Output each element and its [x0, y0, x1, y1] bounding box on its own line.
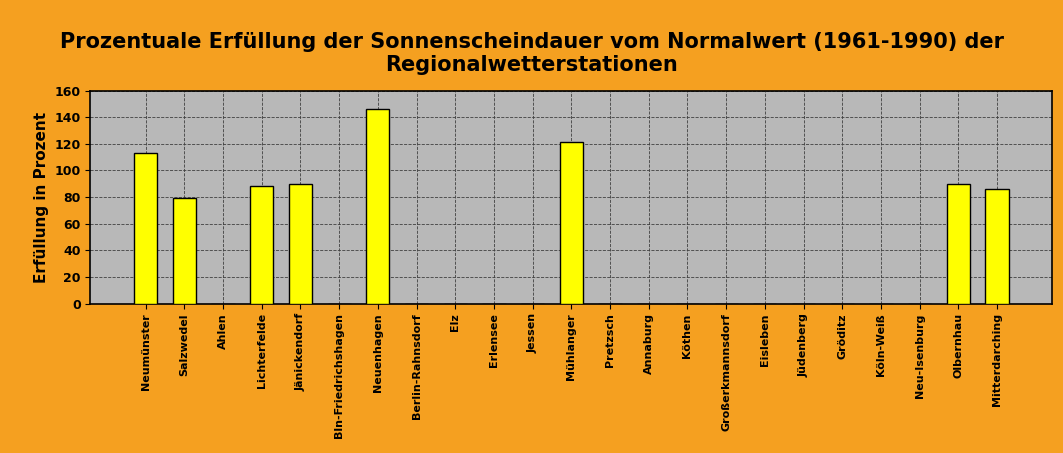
Bar [367, 109, 389, 304]
Bar [173, 198, 196, 304]
Bar [134, 153, 157, 304]
Bar [289, 184, 313, 304]
Text: Prozentuale Erfüllung der Sonnenscheindauer vom Normalwert (1961-1990) der
Regio: Prozentuale Erfüllung der Sonnenscheinda… [60, 32, 1003, 75]
Y-axis label: Erfüllung in Prozent: Erfüllung in Prozent [34, 111, 49, 283]
Bar [947, 184, 969, 304]
Bar [560, 143, 583, 304]
Bar [250, 187, 273, 304]
Bar [985, 189, 1009, 304]
